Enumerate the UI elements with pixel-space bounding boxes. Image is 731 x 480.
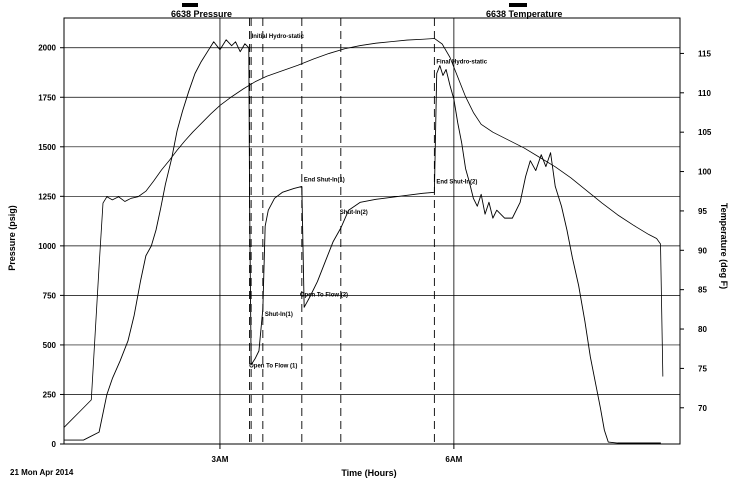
left-tick-label: 1000 xyxy=(38,242,56,251)
right-tick-label: 110 xyxy=(698,89,711,98)
event-marker-label: End Shut-In(1) xyxy=(304,177,345,183)
event-marker-label: Shut-In(1) xyxy=(265,312,293,318)
x-axis: 3AM 6AM xyxy=(212,444,463,464)
legend: 6638 Pressure 6638 Temperature xyxy=(171,3,562,19)
event-marker-label: Open To Flow (2) xyxy=(300,292,348,298)
plot-frame xyxy=(63,17,681,445)
right-tick-label: 80 xyxy=(698,325,707,334)
left-tick-label: 1500 xyxy=(38,143,56,152)
series-layer xyxy=(63,38,664,444)
event-marker-label: Initial Hydro-static xyxy=(252,34,305,40)
left-tick-label: 250 xyxy=(43,390,57,399)
right-tick-label: 115 xyxy=(698,49,711,58)
right-axis-label: Temperature (deg F) xyxy=(719,203,729,289)
date-label: 21 Mon Apr 2014 xyxy=(10,468,74,477)
right-tick-label: 105 xyxy=(698,128,712,137)
pressure-legend-label: 6638 Pressure xyxy=(171,9,232,19)
event-marker-label: End Shut-In(2) xyxy=(436,179,477,185)
right-tick-label: 100 xyxy=(698,168,712,177)
left-tick-label: 500 xyxy=(43,341,57,350)
left-tick-label: 750 xyxy=(43,291,57,300)
left-tick-label: 0 xyxy=(52,440,57,449)
right-tick-label: 85 xyxy=(698,286,707,295)
left-tick-label: 1250 xyxy=(38,192,56,201)
x-axis-label: Time (Hours) xyxy=(341,468,396,478)
right-tick-label: 95 xyxy=(698,207,707,216)
left-tick-label: 2000 xyxy=(38,44,56,53)
pressure-series-line xyxy=(63,39,661,444)
left-tick-label: 1750 xyxy=(38,93,56,102)
right-axis: 70 75 80 85 90 95 100 105 110 115 xyxy=(680,49,712,413)
event-marker-label: Open To Flow (1) xyxy=(249,364,297,370)
x-tick-label: 6AM xyxy=(445,455,462,464)
left-axis: 0 250 500 750 1000 1250 1500 1750 2000 xyxy=(38,44,64,449)
temperature-series-line xyxy=(63,38,664,428)
event-marker-label: Shut-In(2) xyxy=(340,210,368,216)
x-tick-label: 3AM xyxy=(212,455,229,464)
right-tick-label: 75 xyxy=(698,364,707,373)
right-tick-label: 90 xyxy=(698,246,707,255)
left-axis-label: Pressure (psig) xyxy=(7,205,17,271)
temperature-legend-label: 6638 Temperature xyxy=(486,9,562,19)
marker-layer: Initial Hydro-static Open To Flow (1) Shut… xyxy=(249,18,488,444)
grid-layer xyxy=(64,18,680,444)
event-marker-label: Final Hydro-static xyxy=(436,60,487,66)
right-tick-label: 70 xyxy=(698,404,707,413)
